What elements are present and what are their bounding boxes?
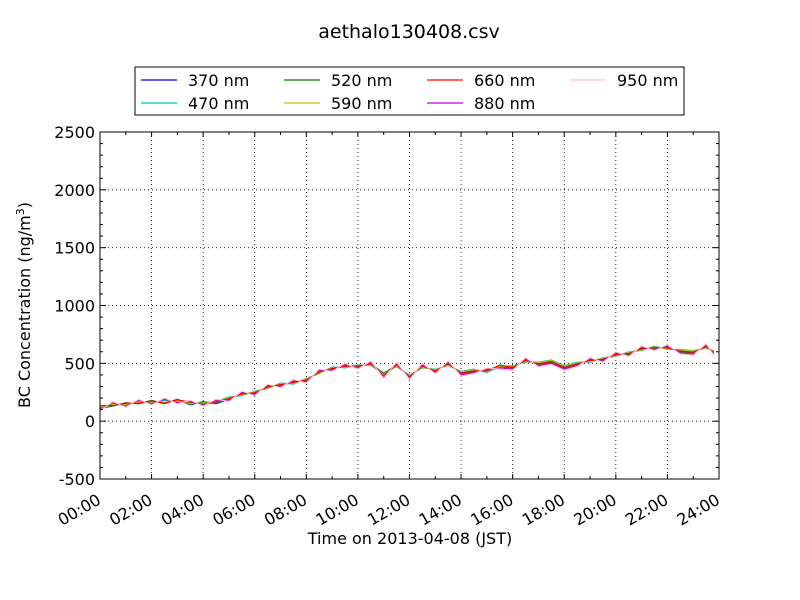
legend-label: 370 nm [188,71,249,90]
y-axis-label: BC Concentration (ng/m3) [14,202,34,408]
y-tick-label: 2500 [54,123,95,142]
x-tick-label: 14:00 [416,490,465,530]
series-line-880-nm [99,344,715,411]
x-tick-label: 08:00 [261,490,310,530]
series-line-590-nm [99,346,715,408]
x-tick-label: 22:00 [622,490,671,530]
x-tick-label: 20:00 [570,490,619,530]
legend-label: 590 nm [331,94,392,113]
y-axis-label-main: BC Concentration (ng/m [15,215,34,408]
series-lines [99,343,715,412]
legend: 370 nm 470 nm 520 nm 590 nm 660 nm 880 nm 950 … [134,66,685,116]
y-tick-label: -500 [59,470,95,489]
legend-label: 880 nm [474,94,535,113]
x-tick-label: 06:00 [209,490,258,530]
x-tick-label: 16:00 [467,490,516,530]
y-tick-label: 500 [64,354,95,373]
y-axis-label-superscript: 3 [14,208,27,215]
x-tick-label: 02:00 [106,490,155,530]
legend-label: 950 nm [617,71,678,90]
series-line-660-nm [100,346,715,407]
y-tick-label: 1000 [54,297,95,316]
y-tick-label: 0 [85,412,95,431]
legend-label: 520 nm [331,71,392,90]
x-tick-label: 04:00 [158,490,207,530]
legend-label: 470 nm [188,94,249,113]
y-tick-label: 2000 [54,181,95,200]
gridlines [100,132,719,479]
legend-box [134,66,685,116]
series-line-520-nm [99,345,715,409]
x-tick-label: 24:00 [674,490,723,530]
x-axis-label: Time on 2013-04-08 (JST) [307,529,512,548]
y-tick-label: 1500 [54,239,95,258]
series-line-950-nm [99,343,715,412]
x-tick-label: 12:00 [364,490,413,530]
legend-label: 660 nm [474,71,535,90]
axis-ticks: 00:00 02:00 04:00 06:00 08:00 10:00 12:00 14:00… [54,123,723,530]
y-axis-label-suffix: ) [15,202,34,208]
x-tick-label: 18:00 [519,490,568,530]
chart-title: aethalo130408.csv [318,21,500,43]
x-tick-label: 10:00 [312,490,361,530]
x-tick-label: 00:00 [55,490,104,530]
